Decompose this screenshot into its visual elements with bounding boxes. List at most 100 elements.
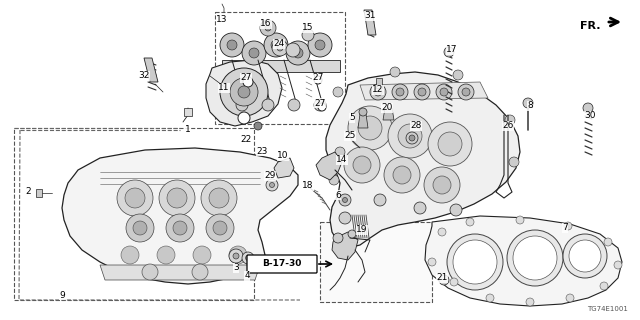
Circle shape	[523, 98, 533, 108]
Circle shape	[166, 214, 194, 242]
Circle shape	[236, 99, 248, 111]
Polygon shape	[358, 114, 368, 128]
Circle shape	[286, 41, 310, 65]
Circle shape	[390, 67, 400, 77]
Text: B-17-30: B-17-30	[262, 260, 301, 268]
Circle shape	[242, 252, 254, 264]
Text: 13: 13	[216, 15, 228, 25]
Circle shape	[526, 298, 534, 306]
Circle shape	[505, 115, 515, 125]
Circle shape	[335, 147, 345, 157]
Text: 19: 19	[356, 226, 368, 235]
Circle shape	[398, 124, 422, 148]
Circle shape	[453, 70, 463, 80]
Text: 12: 12	[372, 85, 384, 94]
Circle shape	[121, 246, 139, 264]
Circle shape	[440, 88, 448, 96]
Circle shape	[260, 20, 276, 36]
Bar	[14, 128, 254, 300]
Text: 26: 26	[502, 122, 514, 131]
Circle shape	[564, 222, 572, 230]
Text: 29: 29	[264, 172, 276, 180]
Circle shape	[458, 84, 474, 100]
Circle shape	[254, 122, 262, 130]
Circle shape	[513, 236, 557, 280]
Circle shape	[450, 204, 462, 216]
Text: 10: 10	[277, 151, 289, 161]
Polygon shape	[100, 265, 260, 280]
Circle shape	[583, 103, 593, 113]
Circle shape	[333, 233, 343, 243]
Circle shape	[246, 255, 250, 260]
Circle shape	[339, 194, 351, 206]
Circle shape	[450, 278, 458, 286]
Circle shape	[406, 132, 418, 144]
Circle shape	[516, 216, 524, 224]
Circle shape	[201, 180, 237, 216]
Polygon shape	[332, 232, 358, 260]
Text: 27: 27	[240, 74, 252, 83]
Circle shape	[569, 240, 601, 272]
Circle shape	[374, 194, 386, 206]
Circle shape	[238, 112, 250, 124]
Text: 1: 1	[185, 125, 191, 134]
Text: 5: 5	[349, 114, 355, 123]
Circle shape	[358, 116, 382, 140]
Circle shape	[414, 202, 426, 214]
Circle shape	[563, 234, 607, 278]
Circle shape	[209, 188, 229, 208]
Circle shape	[447, 234, 503, 290]
Text: 4: 4	[244, 271, 250, 281]
Circle shape	[314, 76, 322, 84]
Circle shape	[318, 103, 326, 111]
Circle shape	[466, 218, 474, 226]
Polygon shape	[364, 10, 376, 35]
Circle shape	[438, 228, 446, 236]
Polygon shape	[184, 108, 192, 116]
Text: 15: 15	[302, 23, 314, 33]
Polygon shape	[425, 216, 622, 306]
Text: 11: 11	[218, 84, 230, 92]
Circle shape	[393, 166, 411, 184]
Circle shape	[230, 78, 258, 106]
Circle shape	[438, 132, 462, 156]
Circle shape	[453, 240, 497, 284]
Circle shape	[308, 33, 332, 57]
Circle shape	[264, 33, 288, 57]
Circle shape	[243, 77, 253, 87]
Circle shape	[329, 175, 339, 185]
Text: 17: 17	[446, 45, 458, 54]
Text: 14: 14	[336, 156, 348, 164]
Circle shape	[262, 99, 274, 111]
Circle shape	[392, 84, 408, 100]
Text: 28: 28	[410, 122, 422, 131]
Circle shape	[333, 87, 343, 97]
Circle shape	[486, 294, 494, 302]
Circle shape	[396, 88, 404, 96]
Text: 8: 8	[527, 101, 533, 110]
Circle shape	[269, 182, 275, 188]
Circle shape	[173, 221, 187, 235]
Circle shape	[384, 157, 420, 193]
Circle shape	[424, 167, 460, 203]
Circle shape	[272, 40, 288, 56]
Text: 7: 7	[562, 223, 568, 233]
Circle shape	[359, 108, 367, 116]
Circle shape	[265, 25, 271, 31]
Circle shape	[507, 230, 563, 286]
Polygon shape	[316, 152, 342, 180]
Text: 21: 21	[436, 274, 448, 283]
Circle shape	[286, 43, 300, 57]
Text: 3: 3	[233, 263, 239, 273]
Circle shape	[193, 246, 211, 264]
Circle shape	[414, 84, 430, 100]
Circle shape	[342, 197, 348, 203]
Circle shape	[353, 156, 371, 174]
Text: TG74E1001: TG74E1001	[587, 306, 628, 312]
Circle shape	[277, 45, 283, 51]
Circle shape	[242, 41, 266, 65]
Polygon shape	[274, 158, 294, 178]
Polygon shape	[383, 108, 394, 120]
Text: 9: 9	[59, 291, 65, 300]
Circle shape	[302, 29, 314, 41]
